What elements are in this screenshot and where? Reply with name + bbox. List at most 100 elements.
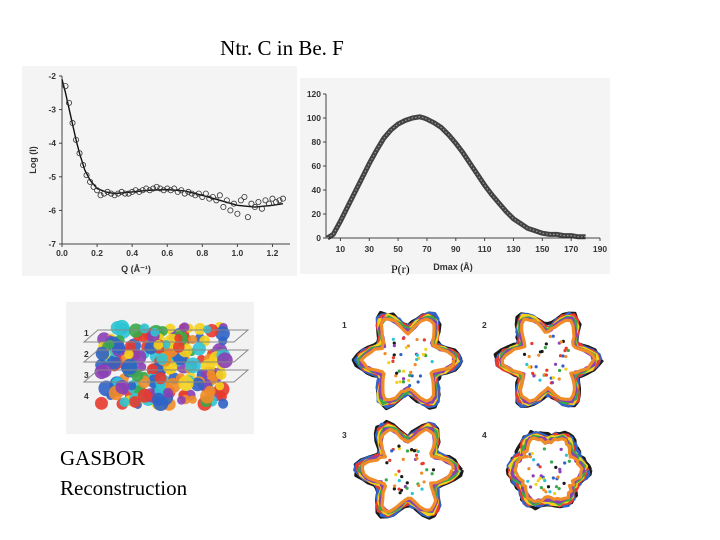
data-point bbox=[279, 195, 286, 202]
model-bead bbox=[215, 381, 225, 391]
model-bead bbox=[129, 396, 141, 408]
data-point bbox=[206, 195, 213, 202]
inner-bead bbox=[421, 352, 425, 357]
data-point bbox=[227, 207, 234, 214]
model-bead bbox=[185, 357, 201, 374]
inner-bead bbox=[422, 338, 426, 342]
model-bead bbox=[188, 395, 197, 404]
inner-bead bbox=[558, 470, 562, 474]
data-point bbox=[73, 136, 80, 143]
cross-section-number: 1 bbox=[342, 320, 347, 330]
inner-bead bbox=[407, 378, 411, 383]
cross-section-number: 3 bbox=[342, 430, 347, 440]
model-bead bbox=[200, 389, 215, 404]
inner-bead bbox=[538, 350, 543, 354]
inner-bead bbox=[409, 370, 413, 375]
inner-bead bbox=[551, 376, 555, 380]
x-tick-label: 130 bbox=[506, 244, 520, 254]
inner-bead bbox=[424, 354, 428, 358]
data-point bbox=[230, 200, 237, 207]
model-bead bbox=[194, 323, 206, 335]
model-bead bbox=[218, 398, 229, 409]
x-tick-label: 0.0 bbox=[56, 248, 68, 258]
inner-bead bbox=[417, 483, 421, 488]
section-outline bbox=[507, 432, 590, 508]
inner-bead bbox=[401, 377, 406, 381]
model-bead bbox=[94, 364, 109, 380]
inner-bead bbox=[553, 491, 557, 496]
x-tick-label: 50 bbox=[393, 244, 403, 254]
x-tick-label: 0.4 bbox=[126, 248, 138, 258]
inner-bead bbox=[537, 353, 541, 357]
layer-number: 3 bbox=[84, 370, 89, 380]
section-outline bbox=[498, 316, 596, 405]
data-point bbox=[244, 214, 251, 221]
inner-bead bbox=[567, 459, 571, 463]
inner-bead bbox=[559, 447, 563, 451]
data-point bbox=[108, 190, 115, 197]
data-point bbox=[164, 185, 171, 192]
inner-bead bbox=[528, 455, 533, 459]
data-point bbox=[125, 190, 132, 197]
inner-bead bbox=[420, 471, 424, 475]
cross-section-number: 4 bbox=[482, 430, 487, 440]
model-bead bbox=[105, 339, 115, 349]
data-point bbox=[97, 192, 104, 199]
data-point bbox=[255, 198, 262, 205]
x-tick-label: 70 bbox=[422, 244, 432, 254]
inner-bead bbox=[401, 380, 406, 384]
inner-bead bbox=[415, 357, 419, 362]
inner-bead bbox=[538, 476, 542, 480]
x-axis-label: Dmax (Å) bbox=[433, 262, 473, 272]
inner-bead bbox=[568, 455, 572, 459]
data-point bbox=[209, 193, 216, 200]
inner-bead bbox=[548, 334, 552, 339]
y-tick-label: 80 bbox=[312, 137, 322, 147]
inner-bead bbox=[525, 362, 529, 367]
inner-bead bbox=[550, 460, 554, 464]
data-point bbox=[153, 183, 160, 190]
inner-bead bbox=[405, 481, 409, 485]
inner-bead bbox=[527, 365, 531, 369]
inner-bead bbox=[554, 465, 558, 469]
data-point bbox=[188, 190, 195, 197]
inner-bead bbox=[551, 476, 555, 480]
model-bead bbox=[203, 325, 212, 334]
inner-bead bbox=[397, 478, 401, 483]
x-tick-label: 0.8 bbox=[196, 248, 208, 258]
inner-bead bbox=[395, 371, 399, 375]
inner-bead bbox=[553, 362, 558, 366]
cross-section-4 bbox=[505, 430, 593, 511]
inner-bead bbox=[398, 491, 402, 495]
model-bead bbox=[173, 341, 185, 353]
inner-bead bbox=[383, 351, 387, 356]
inner-bead bbox=[522, 352, 527, 356]
model-bead bbox=[115, 380, 130, 395]
data-point bbox=[139, 187, 146, 194]
slice-plane bbox=[82, 349, 250, 363]
data-point bbox=[174, 188, 181, 195]
data-point bbox=[80, 162, 87, 169]
model-bead bbox=[174, 334, 183, 343]
inner-bead bbox=[550, 381, 555, 385]
pr-label: P(r) bbox=[391, 262, 410, 276]
scattering-chart: 0.0 0.2 0.4 0.6 0.8 1.0 1.2 -2 -3 -4 -5 -6 -7 Q (Å⁻¹)… bbox=[22, 66, 297, 276]
model-bead bbox=[128, 323, 144, 338]
x-tick-label: 10 bbox=[336, 244, 346, 254]
inner-bead bbox=[554, 485, 559, 489]
data-point bbox=[143, 185, 150, 192]
data-point bbox=[220, 204, 227, 211]
model-bead bbox=[124, 340, 136, 352]
inner-bead bbox=[527, 467, 531, 471]
data-point bbox=[111, 192, 118, 199]
data-point bbox=[132, 187, 139, 194]
inner-bead bbox=[544, 490, 548, 494]
inner-bead bbox=[531, 474, 535, 478]
inner-bead bbox=[397, 369, 401, 373]
inner-bead bbox=[424, 347, 428, 352]
inner-bead bbox=[564, 367, 568, 371]
inner-bead bbox=[528, 485, 533, 489]
data-point bbox=[94, 187, 101, 194]
inner-bead bbox=[564, 354, 568, 359]
model-bead bbox=[110, 321, 125, 335]
